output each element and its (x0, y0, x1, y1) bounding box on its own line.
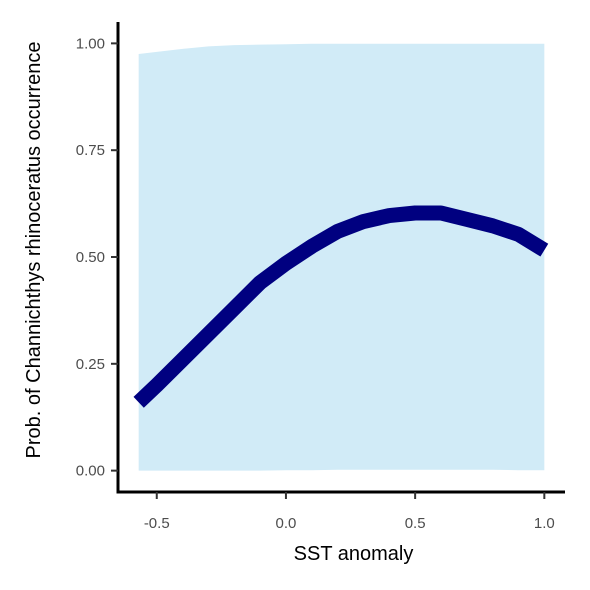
trend-line (133, 205, 549, 408)
y-tick-label: 1.00 (76, 35, 105, 52)
x-tick-label: 1.0 (534, 515, 555, 532)
y-tick-label: 0.00 (76, 463, 105, 480)
y-tick-label: 0.50 (76, 249, 105, 266)
x-axis-ticks: -0.5 0.0 0.5 1.0 (144, 492, 555, 532)
confidence-ribbon (138, 43, 545, 471)
y-tick-label: 0.75 (76, 142, 105, 159)
trend-line-layer (133, 205, 549, 408)
x-axis-title: SST anomaly (294, 543, 414, 565)
y-axis-title: Prob. of Channichthys rhinoceratus occur… (23, 42, 45, 459)
x-tick-label: 0.5 (405, 515, 426, 532)
y-axis-ticks: 0.00 0.25 0.50 0.75 1.00 (76, 35, 118, 480)
x-tick-label: -0.5 (144, 515, 170, 532)
confidence-ribbon-layer (138, 43, 545, 471)
y-tick-label: 0.25 (76, 356, 105, 373)
x-tick-label: 0.0 (276, 515, 297, 532)
